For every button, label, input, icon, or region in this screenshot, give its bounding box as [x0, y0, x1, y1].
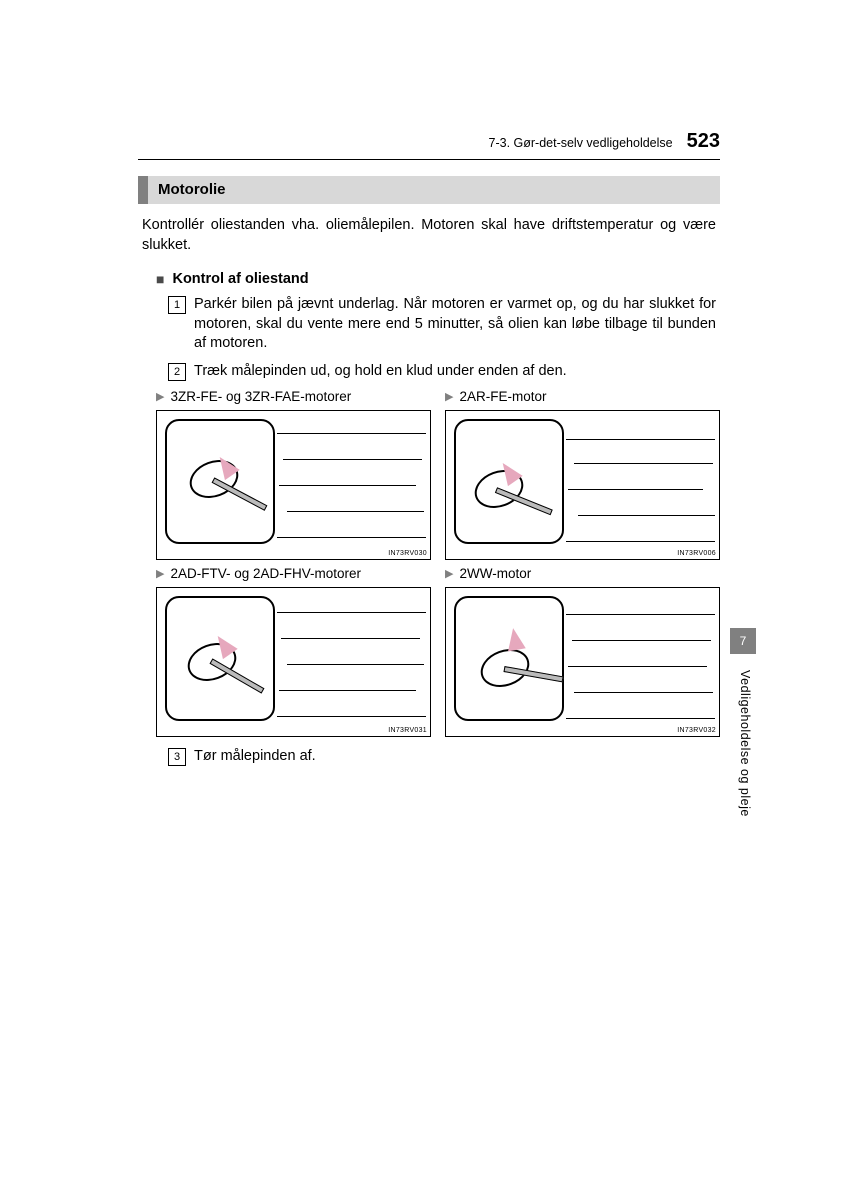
figure-label: ▶ 3ZR-FE- og 3ZR-FAE-motorer — [156, 389, 431, 404]
figure-col: ▶ 2AD-FTV- og 2AD-FHV-motorer IN73RV031 — [156, 566, 431, 737]
figure-caption: 2AR-FE-motor — [459, 389, 546, 404]
dipstick-callout — [454, 419, 564, 544]
triangle-icon: ▶ — [156, 567, 164, 580]
subsection-heading: ■ Kontrol af oliestand — [156, 271, 720, 287]
step-3: 3 Tør målepinden af. — [168, 747, 716, 767]
triangle-icon: ▶ — [445, 567, 453, 580]
dipstick-callout — [454, 596, 564, 721]
dipstick-callout — [165, 596, 275, 721]
subsection-title: Kontrol af oliestand — [172, 271, 308, 287]
step-2: 2 Træk målepinden ud, og hold en klud un… — [168, 362, 716, 382]
dipstick-callout — [165, 419, 275, 544]
figure-col: ▶ 3ZR-FE- og 3ZR-FAE-motorer IN73RV030 — [156, 389, 431, 560]
step-number: 3 — [168, 748, 186, 766]
step-text: Tør målepinden af. — [194, 747, 716, 767]
header-rule — [138, 159, 720, 160]
figure-caption: 3ZR-FE- og 3ZR-FAE-motorer — [170, 389, 351, 404]
figure-label: ▶ 2AR-FE-motor — [445, 389, 720, 404]
figure-caption: 2WW-motor — [459, 566, 531, 581]
breadcrumb: 7-3. Gør-det-selv vedligeholdelse — [489, 136, 673, 150]
figure-row-2: ▶ 2AD-FTV- og 2AD-FHV-motorer IN73RV031 — [156, 566, 720, 737]
figure-row-1: ▶ 3ZR-FE- og 3ZR-FAE-motorer IN73RV030 — [156, 389, 720, 560]
figure-label: ▶ 2AD-FTV- og 2AD-FHV-motorer — [156, 566, 431, 581]
triangle-icon: ▶ — [156, 390, 164, 403]
figure-caption: 2AD-FTV- og 2AD-FHV-motorer — [170, 566, 361, 581]
engine-sketch — [566, 600, 715, 724]
page: 7-3. Gør-det-selv vedligeholdelse 523 Mo… — [0, 0, 848, 767]
figure-id: IN73RV030 — [388, 550, 427, 557]
figure-diagram: IN73RV031 — [156, 587, 431, 737]
pull-arrow-icon — [504, 627, 526, 652]
figure-id: IN73RV006 — [677, 550, 716, 557]
figure-col: ▶ 2WW-motor IN73RV032 — [445, 566, 720, 737]
step-number: 1 — [168, 296, 186, 314]
step-1: 1 Parkér bilen på jævnt underlag. Når mo… — [168, 295, 716, 354]
triangle-icon: ▶ — [445, 390, 453, 403]
engine-sketch — [566, 423, 715, 547]
figure-id: IN73RV031 — [388, 727, 427, 734]
section-heading: Motorolie — [138, 176, 720, 204]
figure-diagram: IN73RV032 — [445, 587, 720, 737]
engine-sketch — [277, 423, 426, 547]
figure-label: ▶ 2WW-motor — [445, 566, 720, 581]
section-title: Motorolie — [148, 176, 236, 204]
figure-diagram: IN73RV006 — [445, 410, 720, 560]
step-number: 2 — [168, 363, 186, 381]
section-accent — [138, 176, 148, 204]
figure-diagram: IN73RV030 — [156, 410, 431, 560]
step-text: Træk målepinden ud, og hold en klud unde… — [194, 362, 716, 382]
chapter-tab: 7 — [730, 628, 756, 654]
page-number: 523 — [687, 130, 720, 153]
engine-sketch — [277, 600, 426, 724]
step-text: Parkér bilen på jævnt underlag. Når moto… — [194, 295, 716, 354]
figure-col: ▶ 2AR-FE-motor IN73RV006 — [445, 389, 720, 560]
intro-text: Kontrollér oliestanden vha. oliemålepile… — [142, 216, 716, 255]
figure-id: IN73RV032 — [677, 727, 716, 734]
header-row: 7-3. Gør-det-selv vedligeholdelse 523 — [138, 130, 720, 153]
square-bullet-icon: ■ — [156, 271, 164, 287]
chapter-label: Vedligeholdelse og pleje — [738, 670, 752, 817]
